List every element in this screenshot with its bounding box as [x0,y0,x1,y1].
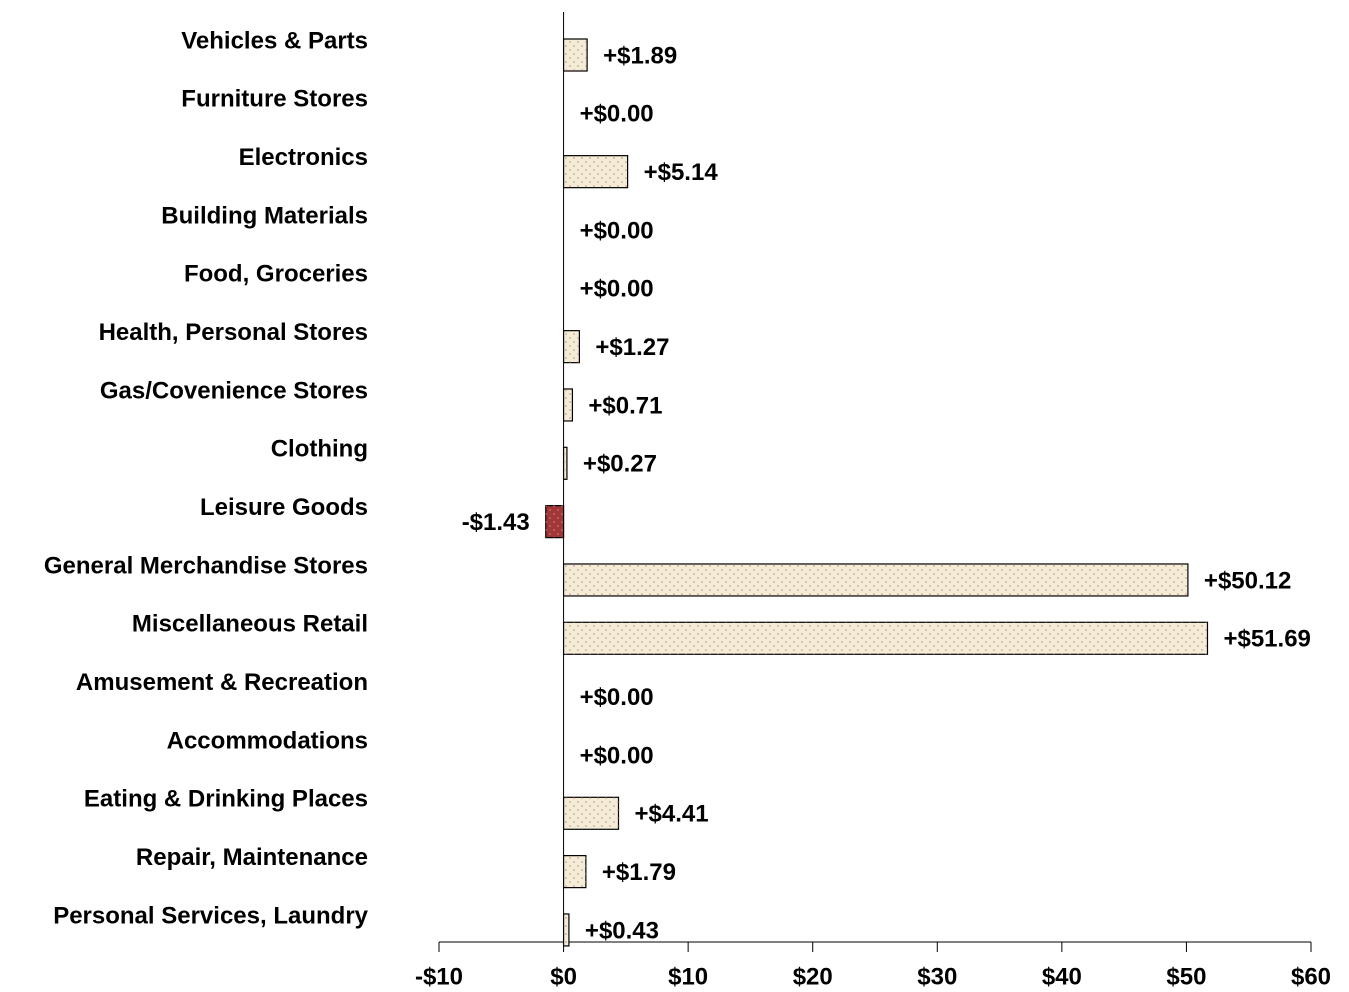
category-label: Food, Groceries [184,261,368,288]
category-label: Furniture Stores [181,86,368,113]
data-label: +$0.00 [580,684,654,711]
category-label: General Merchandise Stores [44,552,368,579]
category-label: Clothing [271,436,368,463]
category-label: Repair, Maintenance [136,844,368,871]
x-tick-label: $50 [1166,963,1206,990]
x-tick-label: $10 [668,963,708,990]
category-label: Amusement & Recreation [76,669,368,696]
bar-texture [563,330,580,363]
category-label: Personal Services, Laundry [53,902,368,929]
category-label: Accommodations [167,727,368,754]
x-tick-label: $40 [1042,963,1082,990]
bar-texture [563,155,628,188]
category-label: Eating & Drinking Places [84,786,368,813]
x-tick-label: -$10 [415,963,463,990]
data-label: +$0.00 [580,276,654,303]
data-label: +$0.00 [580,217,654,244]
bar-texture [563,913,569,946]
data-label: +$4.41 [635,801,709,828]
bar-texture [563,447,567,480]
x-tick-label: $20 [793,963,833,990]
x-tick-label: $60 [1291,963,1331,990]
category-label: Vehicles & Parts [181,27,368,54]
data-label: +$0.27 [583,451,657,478]
data-label: +$51.69 [1223,626,1310,653]
category-label: Miscellaneous Retail [132,611,368,638]
bar-texture [563,622,1208,655]
data-label: +$1.27 [595,334,669,361]
data-label: +$1.79 [602,859,676,886]
bar-texture [563,797,619,830]
x-tick-label: $30 [917,963,957,990]
data-label: +$0.00 [580,742,654,769]
category-label: Leisure Goods [200,494,368,521]
data-label: +$1.89 [603,42,677,69]
data-label: +$50.12 [1204,567,1291,594]
bar-texture [563,388,573,421]
category-label: Health, Personal Stores [99,319,368,346]
bar-texture [545,505,564,538]
x-tick-label: $0 [550,963,577,990]
category-label: Gas/Covenience Stores [100,377,368,404]
data-label: +$5.14 [644,159,719,186]
data-label: +$0.71 [588,392,662,419]
data-label: +$0.00 [580,101,654,128]
category-label: Building Materials [161,202,368,229]
bar-texture [563,39,588,71]
data-label: -$1.43 [462,509,530,536]
category-label: Electronics [239,144,368,171]
bar-texture [563,855,586,888]
data-label: +$0.43 [585,917,659,944]
bar-texture [563,563,1188,596]
